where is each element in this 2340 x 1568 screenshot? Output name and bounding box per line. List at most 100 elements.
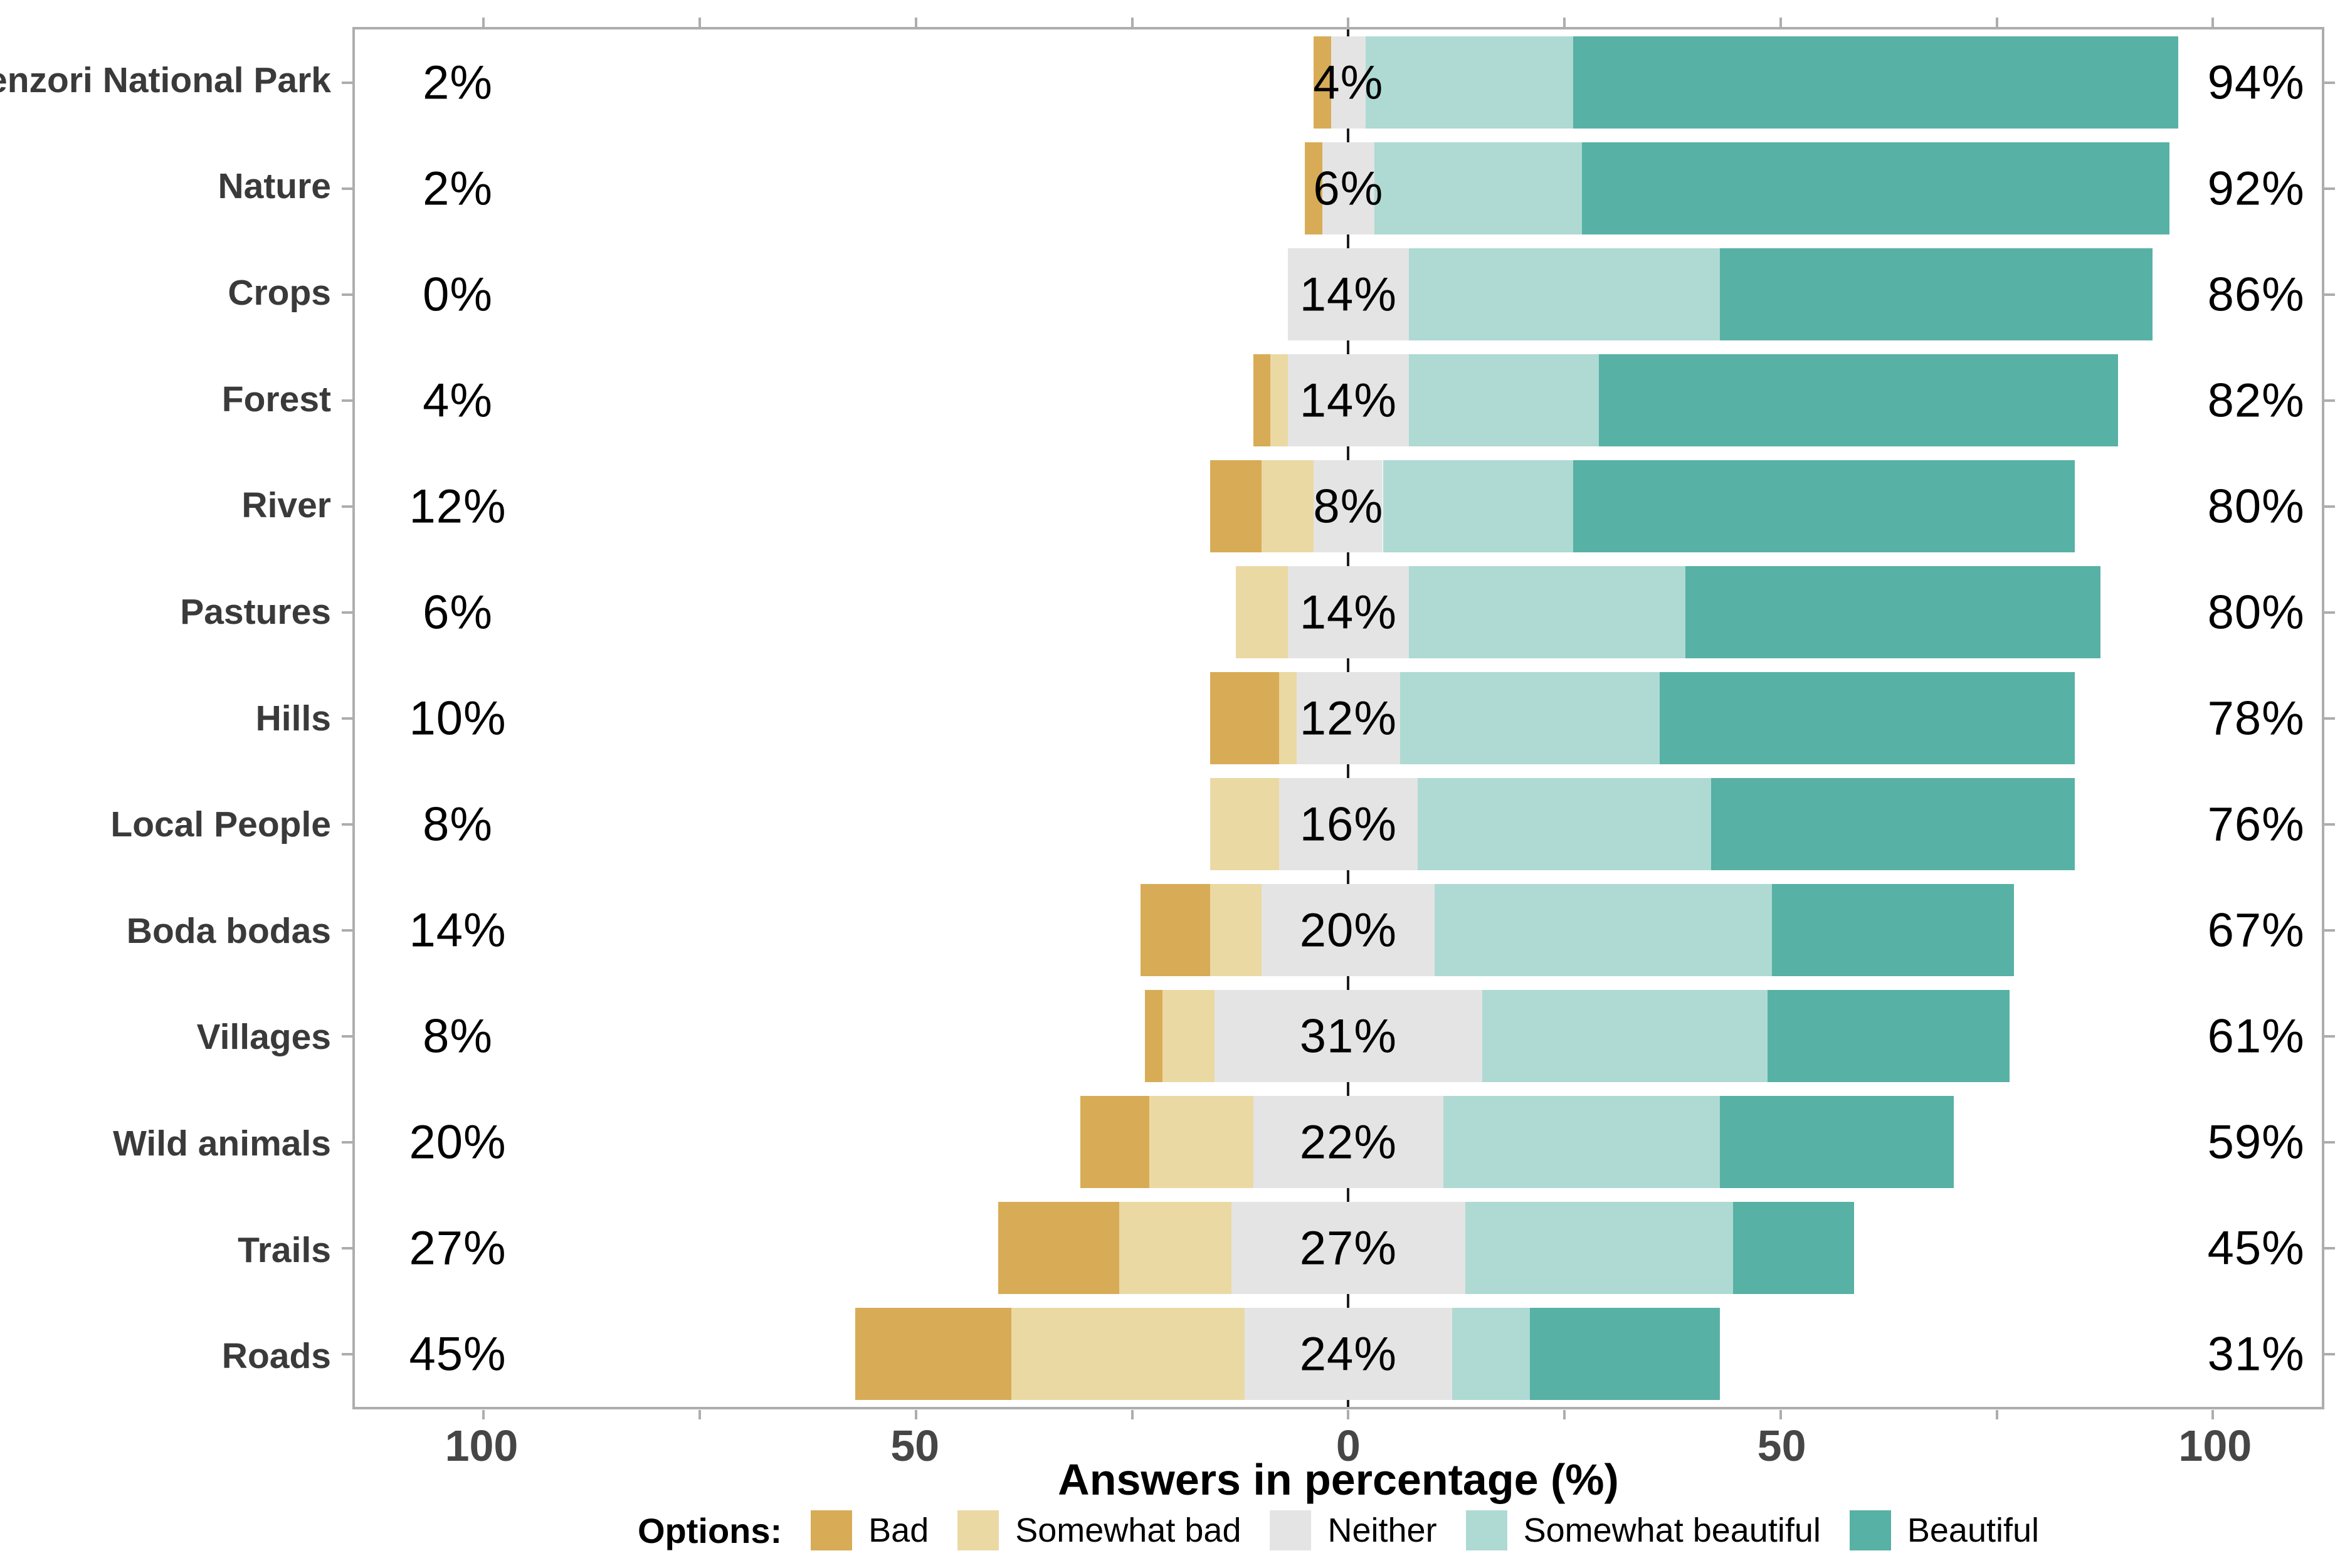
legend-entry-neither: Neither — [1270, 1510, 1437, 1550]
neither-percent-label: 14% — [1299, 586, 1397, 639]
category-label: Boda bodas — [126, 910, 331, 951]
x-axis-tick-label: 100 — [445, 1421, 519, 1470]
bottom-axis-tick — [698, 1410, 702, 1419]
bar-segment-beautiful — [1529, 1307, 1721, 1400]
bar-segment-somewhat-beautiful — [1365, 36, 1573, 129]
top-axis-tick — [482, 18, 485, 27]
category-label: Rwenzori National Park — [0, 60, 331, 100]
left-percent-label: 10% — [409, 692, 507, 745]
left-percent-label: 45% — [409, 1327, 507, 1381]
right-percent-label: 80% — [2207, 480, 2305, 533]
bar-segment-neither — [1253, 1095, 1444, 1188]
legend-swatch-icon — [1465, 1510, 1507, 1550]
bar-segment-neither — [1279, 777, 1418, 870]
category-label: Pastures — [180, 591, 331, 632]
bar-segment-neither — [1287, 566, 1409, 658]
neither-percent-label: 14% — [1299, 268, 1397, 321]
left-percent-label: 0% — [423, 268, 493, 321]
bar-segment-somewhat-beautiful — [1465, 1201, 1733, 1294]
bar-segment-somewhat-beautiful — [1408, 354, 1600, 446]
right-axis-tick — [2324, 1140, 2335, 1144]
bottom-axis-tick — [1995, 1410, 1998, 1419]
bar-segment-neither — [1287, 354, 1409, 446]
top-axis-tick — [1347, 18, 1350, 27]
top-axis-tick — [2211, 18, 2215, 27]
left-axis-tick — [342, 611, 352, 614]
bar-row: 8% 16% 76% — [355, 771, 2322, 877]
bar-row: 12% 8% 80% — [355, 453, 2322, 559]
bar-segment-somewhat-bad — [1236, 566, 1288, 658]
bar-segment-neither — [1314, 460, 1383, 552]
left-axis-tick — [342, 823, 352, 826]
neither-percent-label: 20% — [1299, 903, 1397, 957]
bar-segment-somewhat-bad — [1149, 1095, 1253, 1188]
x-axis-tick-label: 100 — [2178, 1421, 2252, 1470]
legend-entry-somewhat-beautiful: Somewhat beautiful — [1465, 1510, 1821, 1550]
bottom-axis-tick — [1563, 1410, 1566, 1419]
bottom-axis-tick — [1130, 1410, 1134, 1419]
right-percent-label: 76% — [2207, 797, 2305, 851]
legend-label: Beautiful — [1907, 1512, 2040, 1549]
right-axis-tick — [2324, 823, 2335, 826]
bar-segment-beautiful — [1732, 1201, 1854, 1294]
bar-segment-beautiful — [1768, 989, 2010, 1082]
category-label: Trails — [238, 1229, 331, 1270]
bar-segment-somewhat-beautiful — [1374, 142, 1582, 234]
right-percent-label: 92% — [2207, 162, 2305, 215]
left-percent-label: 2% — [423, 56, 493, 109]
left-percent-label: 14% — [409, 903, 507, 957]
left-axis-tick — [342, 1246, 352, 1250]
legend-label: Somewhat beautiful — [1523, 1512, 1821, 1549]
right-axis-tick — [2324, 505, 2335, 508]
legend-swatch-icon — [957, 1510, 999, 1550]
bar-segment-somewhat-bad — [1210, 777, 1280, 870]
left-percent-label: 8% — [423, 797, 493, 851]
bar-row: 27% 27% 45% — [355, 1195, 2322, 1301]
category-label: Forest — [221, 379, 331, 419]
bar-row: 45% 24% 31% — [355, 1301, 2322, 1407]
x-axis-tick-label: 50 — [1757, 1421, 1806, 1470]
right-axis-tick — [2324, 81, 2335, 84]
bar-segment-beautiful — [1711, 777, 2075, 870]
bottom-axis-tick — [482, 1410, 485, 1419]
x-axis-tick-label: 0 — [1336, 1421, 1361, 1470]
left-axis-tick — [342, 81, 352, 84]
bar-segment-somewhat-bad — [1270, 354, 1288, 446]
legend-entry-beautiful: Beautiful — [1849, 1510, 2040, 1550]
right-percent-label: 78% — [2207, 692, 2305, 745]
neither-percent-label: 6% — [1313, 162, 1384, 215]
bar-segment-neither — [1244, 1307, 1452, 1400]
bar-segment-bad — [998, 1201, 1119, 1294]
right-axis-tick — [2324, 399, 2335, 402]
neither-percent-label: 22% — [1299, 1115, 1397, 1169]
neither-percent-label: 4% — [1313, 56, 1384, 109]
bar-segment-neither — [1331, 36, 1366, 129]
right-percent-label: 45% — [2207, 1221, 2305, 1275]
right-percent-label: 94% — [2207, 56, 2305, 109]
right-percent-label: 31% — [2207, 1327, 2305, 1381]
top-axis-tick — [1995, 18, 1998, 27]
neither-percent-label: 27% — [1299, 1221, 1397, 1275]
bottom-axis-tick — [2211, 1410, 2215, 1419]
left-axis-tick — [342, 293, 352, 296]
bar-segment-somewhat-bad — [1279, 671, 1297, 764]
bar-segment-somewhat-beautiful — [1400, 671, 1660, 764]
bar-segment-somewhat-bad — [1011, 1307, 1245, 1400]
top-axis-tick — [1563, 18, 1566, 27]
left-axis-tick — [342, 929, 352, 932]
left-percent-label: 20% — [409, 1115, 507, 1169]
bar-row: 10% 12% 78% — [355, 665, 2322, 771]
bar-segment-beautiful — [1720, 248, 2153, 340]
top-axis-tick — [914, 18, 917, 27]
bar-segment-neither — [1296, 671, 1401, 764]
bar-segment-neither — [1231, 1201, 1465, 1294]
bar-segment-somewhat-bad — [1162, 989, 1215, 1082]
legend-swatch-icon — [811, 1510, 853, 1550]
top-axis-tick — [1130, 18, 1134, 27]
legend-swatch-icon — [1849, 1510, 1891, 1550]
left-percent-label: 4% — [423, 374, 493, 427]
left-axis-tick — [342, 399, 352, 402]
right-percent-label: 82% — [2207, 374, 2305, 427]
bar-row: 2% 6% 92% — [355, 135, 2322, 241]
